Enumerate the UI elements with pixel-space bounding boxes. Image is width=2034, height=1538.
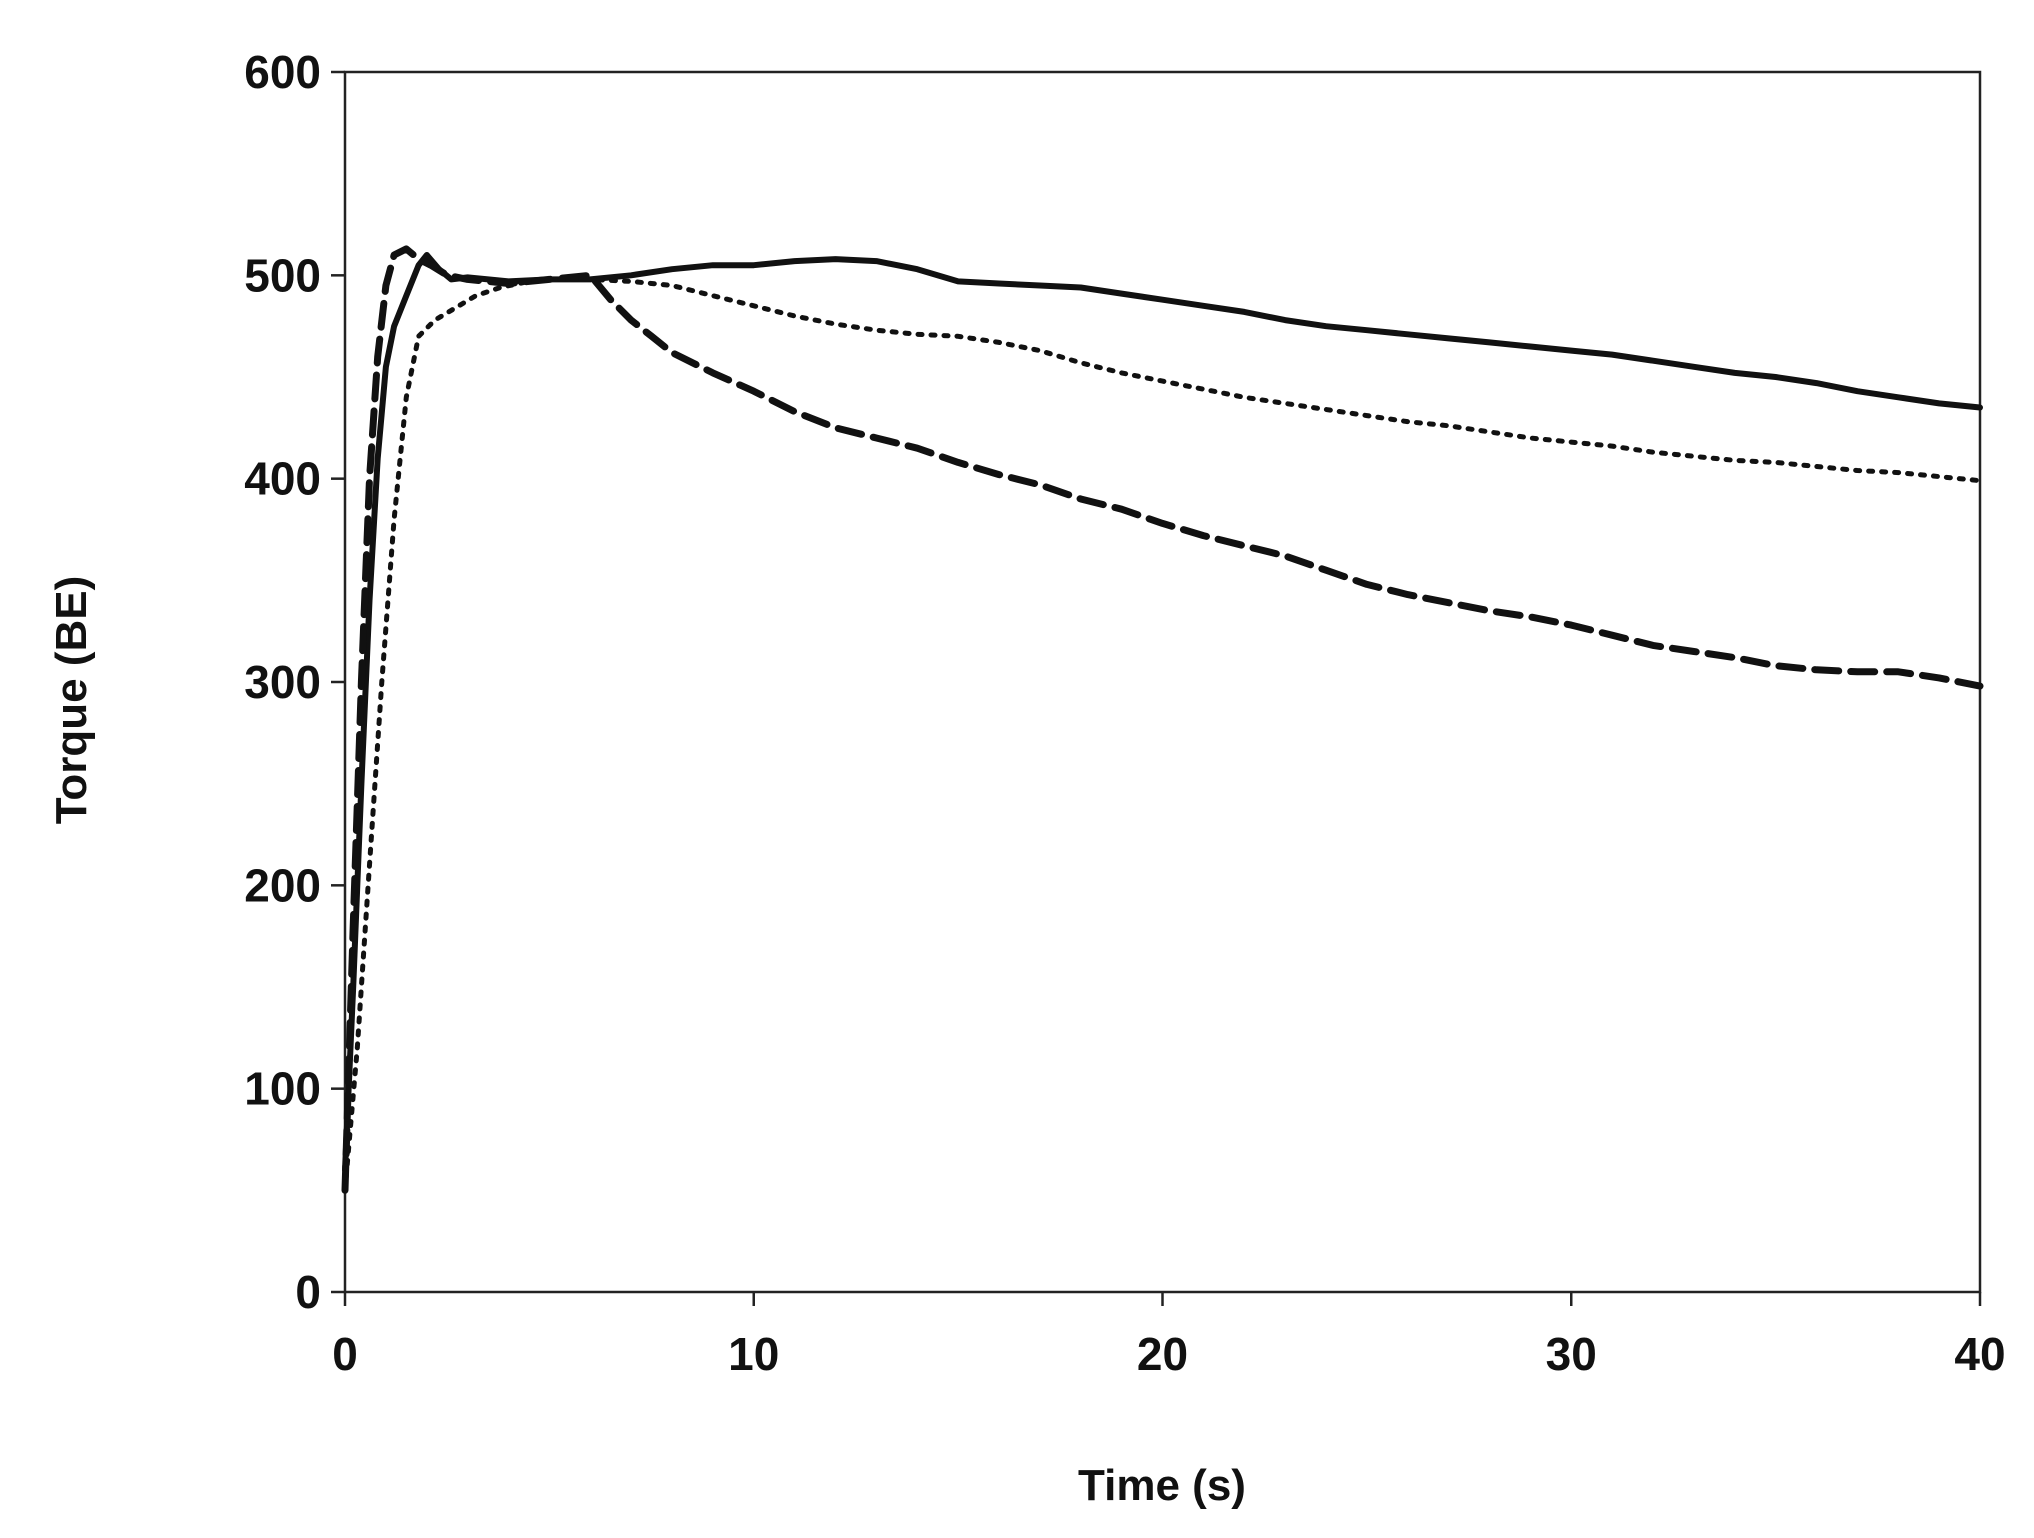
x-axis-title: Time (s) — [1078, 1461, 1246, 1510]
series-lines — [341, 245, 1984, 1194]
y-axis-title: Torque (BE) — [47, 576, 96, 825]
series-line-dotted — [342, 276, 1983, 1193]
series-line-solid — [342, 252, 1983, 1173]
y-tick-label: 600 — [244, 46, 321, 98]
x-tick-label: 0 — [332, 1328, 358, 1380]
y-tick-label: 200 — [244, 859, 321, 911]
y-tick-label: 0 — [295, 1266, 321, 1318]
y-tick-label: 500 — [244, 249, 321, 301]
x-tick-label: 20 — [1137, 1328, 1188, 1380]
plot-area — [343, 70, 1982, 1294]
y-axis: 0 100 200 300 400 500 600 — [244, 46, 345, 1318]
y-tick-label: 300 — [244, 656, 321, 708]
x-tick-label: 10 — [728, 1328, 779, 1380]
plot-border — [343, 70, 1982, 1294]
y-tick-label: 400 — [244, 453, 321, 505]
y-tick-label: 100 — [244, 1063, 321, 1115]
x-tick-label: 30 — [1546, 1328, 1597, 1380]
x-axis: 0 10 20 30 40 — [332, 1292, 2006, 1380]
x-tick-label: 40 — [1954, 1328, 2005, 1380]
series-line-dashed — [341, 245, 1984, 1194]
